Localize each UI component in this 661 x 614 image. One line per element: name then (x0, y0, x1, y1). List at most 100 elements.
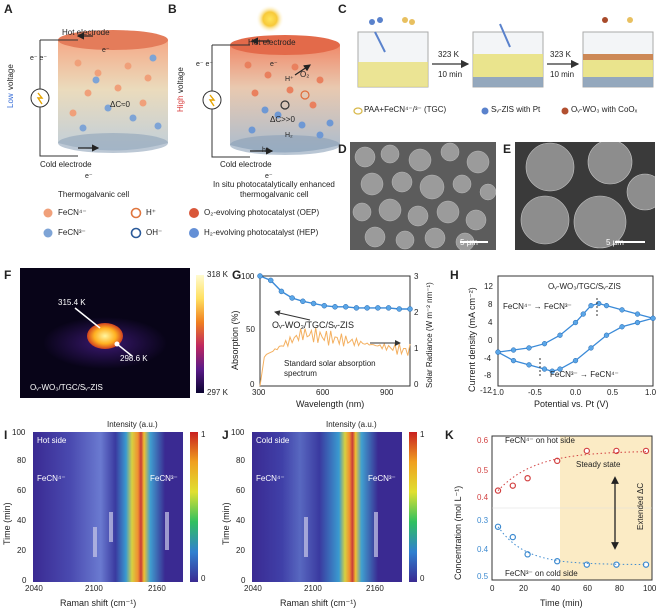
a-low-label: Low (6, 93, 15, 108)
h-cv-point (572, 319, 579, 326)
h-xtick-1: 1.0 (645, 388, 657, 397)
g-xtick-600: 600 (316, 388, 330, 397)
synthesis-process-diagram (357, 17, 654, 88)
k-xlabel: Time (min) (540, 598, 583, 608)
j-cb-min: 0 (420, 574, 425, 583)
h-cv-point (572, 357, 579, 364)
h-cv-point (526, 362, 532, 368)
e-scale-bar: 5 μm (606, 238, 624, 247)
a-electron-label: e⁻ e⁻ (30, 55, 48, 62)
k-ytick-top-06: 0.6 (477, 436, 489, 445)
g-xtick-900: 900 (380, 388, 394, 397)
panel-label-c: C (338, 2, 347, 16)
g-y2tick-1: 1 (414, 344, 419, 353)
sem-image-e (515, 142, 655, 250)
h-cv-point (596, 300, 602, 307)
h-cv-point (549, 368, 555, 374)
k-cold-point (613, 561, 620, 568)
j-ytick-80: 80 (236, 456, 245, 465)
h-title: Oᵥ-WO₃/TGC/Sᵥ-ZIS (548, 282, 621, 291)
j-side-label: Cold side (256, 436, 290, 445)
b-h-label: H⁺ (285, 76, 294, 83)
b-electron-top: e⁻ (270, 61, 278, 68)
i-ylabel: Time (min) (2, 502, 12, 545)
h-ylabel: Current density (mA cm⁻²) (467, 287, 477, 392)
f-cold-temp: 298.6 K (120, 354, 148, 363)
j-ytick-20: 20 (236, 546, 245, 555)
i-ytick-60: 60 (17, 486, 26, 495)
concentration-chart (491, 435, 653, 581)
d-scale-bar: 5 μm (460, 238, 478, 247)
legend-fecn4: FeCN⁴⁻ (58, 208, 87, 217)
g-absorption-point (353, 305, 360, 311)
b-o2-label: O₂ (300, 70, 310, 79)
panel-label-b: B (168, 2, 177, 16)
panel-label-d: D (338, 142, 347, 156)
b-caption-line1: In situ photocatalytically enhanced (213, 180, 335, 189)
i-ytick-20: 20 (17, 546, 26, 555)
a-caption: Thermogalvanic cell (58, 190, 130, 199)
b-electron-label: e⁻ e⁻ (196, 61, 214, 68)
k-hot-fit-line (497, 451, 647, 491)
legend-oep: O₂-evolving photocatalyst (OEP) (204, 208, 320, 217)
k-xtick-80: 80 (615, 584, 624, 593)
k-cold-fit-line (497, 526, 647, 566)
g-absorption-point (332, 304, 338, 310)
i-ytick-100: 100 (12, 428, 26, 437)
panel-label-g: G (232, 268, 242, 282)
legend-hep: H₂-evolving photocatalyst (HEP) (204, 228, 319, 237)
k-ytick-top-05: 0.5 (477, 466, 489, 475)
k-hot-label: FeCN⁴⁻ on hot side (505, 436, 575, 445)
h-cv-point (526, 345, 532, 351)
j-xtick-2160: 2160 (366, 584, 384, 593)
i-cb-max: 1 (201, 430, 206, 439)
i-xtick-2040: 2040 (25, 584, 43, 593)
i-fecn3-label: FeCN³⁻ (150, 474, 178, 483)
g-absorption-point (385, 305, 392, 311)
i-xtick-2160: 2160 (148, 584, 166, 593)
g-absorption-point (321, 302, 328, 309)
h-ytick-12: 12 (484, 282, 493, 291)
j-ytick-40: 40 (236, 516, 245, 525)
a-hot-electrode-label: Hot electrode (62, 28, 110, 37)
f-min-temp: 297 K (207, 388, 228, 397)
h-ytick-n8: -8 (484, 371, 492, 380)
panel-label-h: H (450, 268, 459, 282)
thermogalvanic-cell-diagram (30, 30, 168, 157)
k-xtick-100: 100 (643, 584, 657, 593)
species-legend (43, 207, 199, 239)
j-ytick-100: 100 (231, 428, 245, 437)
g-absorption-point (364, 305, 370, 311)
j-ytick-0: 0 (241, 576, 246, 585)
k-xtick-0: 0 (490, 584, 495, 593)
h-ytick-0: 0 (488, 336, 493, 345)
i-intensity-label: Intensity (a.u.) (107, 420, 158, 429)
k-ytick-bot-04: 0.4 (477, 545, 489, 554)
g-y2tick-0: 0 (414, 380, 419, 389)
j-xtick-2040: 2040 (244, 584, 262, 593)
f-hot-temp: 315.4 K (58, 298, 86, 307)
h-oxidation-label: FeCN⁴⁻ → FeCN³⁻ (503, 302, 572, 311)
panel-label-e: E (503, 142, 512, 156)
g-absorption-point (375, 305, 381, 311)
a-delta-c: ΔC≈0 (110, 100, 130, 109)
g-absorption-point (396, 306, 403, 312)
i-xtick-2100: 2100 (85, 584, 103, 593)
i-ytick-80: 80 (17, 456, 26, 465)
h-reduction-label: FeCN³⁻ → FeCN⁴⁻ (550, 370, 619, 379)
g-xtick-300: 300 (252, 388, 266, 397)
h-xtick-0: 0.0 (570, 388, 582, 397)
i-colorbar (190, 432, 198, 582)
thermal-image (20, 268, 190, 398)
h-cv-point (619, 307, 625, 313)
legend-fecn3: FeCN³⁻ (58, 228, 86, 237)
g-solar-label-1: Standard solar absorption (284, 359, 376, 368)
k-cold-label: FeCN³⁻ on cold side (505, 569, 578, 578)
g-y2tick-3: 3 (414, 272, 419, 281)
i-fecn4-label: FeCN⁴⁻ (37, 474, 66, 483)
h-cv-point (619, 324, 625, 330)
b-cold-electrode-label: Cold electrode (220, 160, 272, 169)
f-colorbar (196, 275, 204, 393)
c-legend-wo3: Oᵥ-WO₃ with CoOₓ (571, 105, 638, 114)
f-max-temp: 318 K (207, 270, 228, 279)
